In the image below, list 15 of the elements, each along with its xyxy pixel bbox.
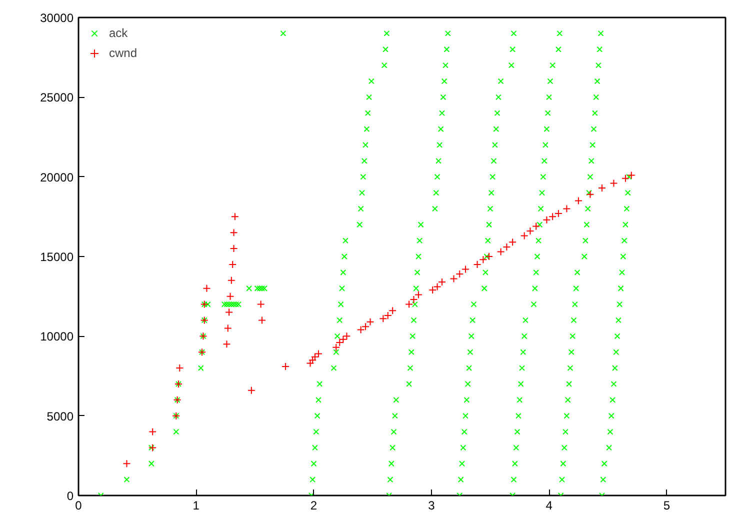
legend-label: cwnd bbox=[109, 46, 138, 60]
y-tick-label: 0 bbox=[66, 489, 74, 503]
x-tick-label: 4 bbox=[546, 498, 553, 512]
y-tick-label: 15000 bbox=[40, 250, 74, 264]
y-tick-label: 20000 bbox=[40, 170, 74, 184]
y-tick-label: 10000 bbox=[40, 330, 74, 344]
y-tick-label: 30000 bbox=[40, 11, 74, 25]
y-tick-label: 5000 bbox=[46, 409, 74, 424]
legend-label: ack bbox=[109, 26, 129, 40]
x-tick-label: 1 bbox=[192, 498, 200, 512]
y-tick-label: 25000 bbox=[40, 90, 74, 105]
x-tick-label: 3 bbox=[428, 498, 436, 512]
x-tick-label: 5 bbox=[663, 498, 670, 512]
x-tick-label: 0 bbox=[75, 498, 82, 512]
x-tick-label: 2 bbox=[310, 498, 318, 512]
